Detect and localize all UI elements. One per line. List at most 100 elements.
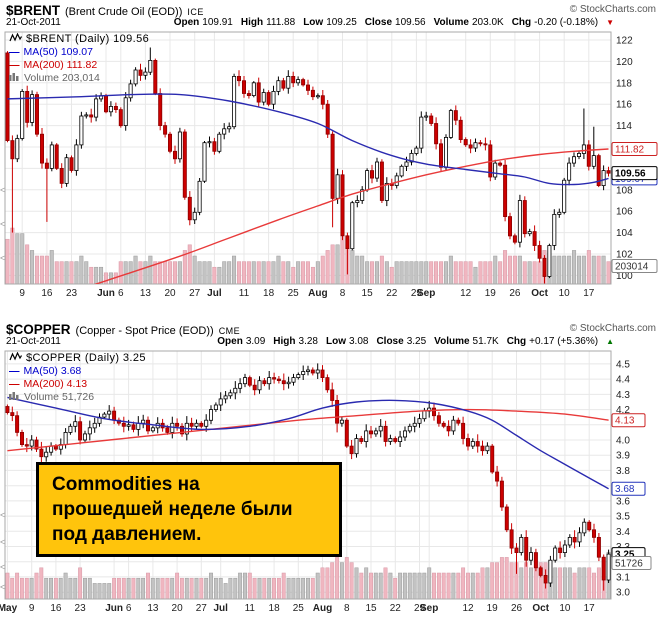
candle-body <box>305 84 310 91</box>
brent-ma50-label: MA(50) 109.07 <box>23 46 93 58</box>
plot-border <box>4 350 612 600</box>
volume-scale-arrow-icon: < <box>0 562 5 572</box>
volume-bar <box>262 577 267 600</box>
candle-body <box>10 140 15 160</box>
candle-body <box>542 257 547 277</box>
candle-body <box>399 165 404 177</box>
candle-body <box>138 69 143 76</box>
candle-body <box>261 92 266 103</box>
candle-body <box>291 76 296 84</box>
candle-body <box>257 380 262 391</box>
annotation-line-2: прошедшей неделе были <box>52 499 293 521</box>
price-plot-icon <box>9 351 23 365</box>
volume-bar <box>87 577 92 600</box>
y-axis-label: 4.0 <box>616 436 630 447</box>
volume-bar <box>485 567 490 600</box>
volume-bar <box>15 572 20 600</box>
candle-body <box>412 422 417 427</box>
volume-bar <box>286 577 291 600</box>
candle-body <box>145 419 150 432</box>
candle-body <box>350 202 355 250</box>
volume-bar <box>64 261 69 285</box>
volume-scale-arrow-icon: < <box>0 582 5 592</box>
y-axis-label: 122 <box>616 36 633 47</box>
volume-bar <box>24 577 29 600</box>
candle-body <box>483 143 488 146</box>
volume-bar <box>118 261 123 285</box>
volume-bar <box>35 255 40 285</box>
volume-bar <box>34 572 39 600</box>
y-axis-label: 3.5 <box>616 512 630 523</box>
volume-bar <box>369 572 373 600</box>
x-axis-label: Oct <box>531 288 548 299</box>
volume-bar <box>59 261 64 285</box>
volume-bar <box>365 261 370 285</box>
candle-body <box>402 430 407 438</box>
volume-bar <box>123 261 128 285</box>
x-axis-label: 18 <box>269 603 281 614</box>
candle-body <box>409 153 414 163</box>
volume-bar <box>439 261 444 285</box>
volume-bar <box>197 261 202 285</box>
chg-down-triangle-icon[interactable]: ▼ <box>606 18 614 27</box>
x-axis-label: Jul <box>213 603 228 614</box>
volume-bar <box>126 577 131 600</box>
volume-bar <box>63 572 68 600</box>
volume-bar <box>29 577 34 600</box>
volume-bar <box>330 562 335 600</box>
y-axis-label: 4.5 <box>616 359 630 370</box>
volume-bar <box>417 572 422 600</box>
ma200-line <box>93 148 609 284</box>
candle-body <box>179 425 184 435</box>
candle-body <box>373 430 378 435</box>
candle-body <box>208 409 213 421</box>
volume-bar <box>581 255 586 285</box>
volume-bar <box>276 255 281 285</box>
candle-body <box>123 97 128 127</box>
volume-bar <box>237 261 242 285</box>
copper-name: (Copper - Spot Price (EOD)) <box>75 325 214 337</box>
volume-bar <box>325 567 330 600</box>
copper-date: 21-Oct-2011 <box>6 336 61 347</box>
y-axis-label: 3.9 <box>616 451 630 462</box>
volume-bar <box>350 250 355 285</box>
volume-bar <box>271 261 276 285</box>
candle-body <box>133 69 138 85</box>
volume-bar <box>441 572 446 600</box>
volume-bar <box>222 261 227 285</box>
volume-bar <box>54 261 59 285</box>
volume-bar <box>257 577 262 600</box>
candle-body <box>364 430 369 443</box>
volume-bar <box>199 577 204 600</box>
ma200-line <box>7 408 609 452</box>
candle-body <box>29 439 34 447</box>
x-axis-label: 27 <box>196 603 208 614</box>
candle-body <box>448 110 453 138</box>
volume-bar <box>194 577 199 600</box>
copper-ma200-label: MA(200) 4.13 <box>23 378 88 390</box>
chg-up-triangle-icon[interactable]: ▲ <box>606 337 614 346</box>
x-axis-label: 8 <box>340 288 346 299</box>
volume-bar <box>495 562 499 600</box>
candle-body <box>453 110 458 121</box>
volume-bar <box>379 255 384 285</box>
volume-bar <box>320 255 325 285</box>
axis-price-box <box>611 481 646 496</box>
volume-bar <box>19 577 24 600</box>
x-axis-label: 25 <box>288 288 300 299</box>
volume-bar <box>246 261 251 285</box>
candle-body <box>228 392 233 397</box>
volume-bar <box>310 266 315 285</box>
candle-body <box>44 451 49 458</box>
candle-body <box>325 103 330 135</box>
volume-bar <box>448 255 453 285</box>
candle-body <box>24 444 29 447</box>
x-axis-label: May <box>0 603 18 614</box>
candle-body <box>394 175 399 186</box>
candle-body <box>335 400 340 424</box>
candle-body <box>567 162 572 181</box>
candle-body <box>73 421 78 427</box>
volume-bar <box>490 562 495 600</box>
volume-bar <box>378 572 383 600</box>
candle-body <box>194 422 199 427</box>
